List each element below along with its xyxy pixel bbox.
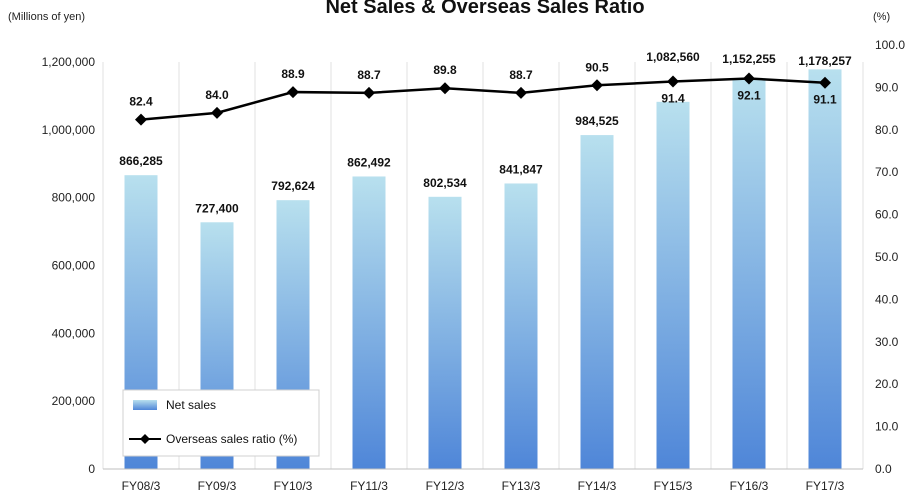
x-tick-label: FY08/3 bbox=[122, 479, 161, 493]
y2-tick-label: 0.0 bbox=[875, 462, 892, 476]
left-axis-unit: (Millions of yen) bbox=[8, 11, 85, 23]
ratio-point bbox=[135, 113, 147, 126]
y2-tick-label: 100.0 bbox=[875, 38, 905, 52]
y2-tick-label: 40.0 bbox=[875, 292, 899, 306]
ratio-point bbox=[743, 72, 755, 85]
legend-box bbox=[122, 389, 320, 457]
y2-tick-label: 60.0 bbox=[875, 208, 899, 222]
ratio-polyline bbox=[140, 77, 826, 121]
x-tick-label: FY17/3 bbox=[806, 479, 845, 493]
x-tick-label: FY09/3 bbox=[198, 479, 237, 493]
y2-tick-label: 70.0 bbox=[875, 165, 899, 179]
x-tick-label: FY12/3 bbox=[426, 479, 465, 493]
ratio-value-label: 88.7 bbox=[509, 68, 533, 82]
bar-net-sales bbox=[656, 101, 690, 470]
bar-net-sales bbox=[580, 135, 614, 469]
ratio-line bbox=[135, 72, 831, 126]
bar-value-label: 866,285 bbox=[119, 154, 163, 168]
y2-tick-label: 20.0 bbox=[875, 377, 899, 391]
chart-title: Net Sales & Overseas Sales Ratio bbox=[325, 0, 644, 18]
bar-net-sales bbox=[352, 176, 386, 469]
bar-value-label: 1,082,560 bbox=[646, 50, 700, 64]
ratio-value-label: 88.9 bbox=[281, 67, 305, 81]
data-labels: 866,285 727,400 792,624 862,492 802,534 841,8… bbox=[119, 50, 852, 215]
axes: 0 200,000 400,000 600,000 800,000 1,000,000 1,… bbox=[42, 38, 906, 493]
y2-tick-label: 50.0 bbox=[875, 250, 899, 264]
bar-value-label: 841,847 bbox=[499, 162, 543, 176]
y-tick-label: 800,000 bbox=[52, 191, 96, 205]
y2-tick-label: 90.0 bbox=[875, 80, 899, 94]
ratio-value-label: 84.0 bbox=[205, 88, 229, 102]
y2-tick-label: 80.0 bbox=[875, 123, 899, 137]
ratio-value-label: 91.4 bbox=[661, 91, 685, 105]
bar-value-label: 802,534 bbox=[423, 176, 467, 190]
bar-value-label: 792,624 bbox=[271, 179, 315, 193]
y-tick-label: 400,000 bbox=[52, 326, 96, 340]
x-tick-label: FY11/3 bbox=[350, 479, 388, 493]
bar-net-sales bbox=[732, 78, 766, 469]
ratio-value-label: 92.1 bbox=[737, 88, 761, 102]
ratio-point bbox=[439, 82, 451, 95]
bar-value-label: 1,178,257 bbox=[798, 54, 852, 68]
ratio-value-label: 90.5 bbox=[585, 60, 609, 74]
y2-tick-label: 30.0 bbox=[875, 335, 899, 349]
ratio-point bbox=[363, 86, 375, 99]
bar-net-sales bbox=[504, 183, 538, 469]
y-tick-label: 1,000,000 bbox=[42, 123, 96, 137]
ratio-value-label: 89.8 bbox=[433, 63, 457, 77]
legend-diamond-marker bbox=[140, 434, 150, 444]
grid bbox=[102, 62, 864, 469]
x-tick-label: FY10/3 bbox=[274, 479, 313, 493]
y-tick-label: 600,000 bbox=[52, 259, 96, 273]
bar-net-sales bbox=[808, 69, 842, 469]
legend-label-net-sales: Net sales bbox=[166, 398, 216, 412]
ratio-point bbox=[667, 75, 679, 88]
bar-value-label: 1,152,255 bbox=[722, 52, 776, 66]
y-tick-label: 200,000 bbox=[52, 394, 96, 408]
x-tick-label: FY14/3 bbox=[578, 479, 617, 493]
bar-net-sales bbox=[428, 196, 462, 469]
legend-bar-swatch bbox=[133, 400, 157, 410]
bar-value-label: 984,525 bbox=[575, 114, 619, 128]
right-axis-unit: (%) bbox=[873, 11, 890, 23]
x-tick-label: FY15/3 bbox=[654, 479, 693, 493]
ratio-point bbox=[591, 79, 603, 92]
x-tick-label: FY16/3 bbox=[730, 479, 769, 493]
ratio-value-label: 88.7 bbox=[357, 68, 381, 82]
legend-label-overseas-ratio: Overseas sales ratio (%) bbox=[166, 432, 297, 446]
y2-tick-label: 10.0 bbox=[875, 420, 899, 434]
bar-value-label: 727,400 bbox=[195, 201, 239, 215]
ratio-point bbox=[211, 106, 223, 119]
bar-value-label: 862,492 bbox=[347, 155, 391, 169]
y-tick-label: 0 bbox=[88, 462, 95, 476]
ratio-value-label: 82.4 bbox=[129, 95, 153, 109]
x-tick-label: FY13/3 bbox=[502, 479, 541, 493]
legend: Net sales Overseas sales ratio (%) bbox=[122, 389, 320, 457]
ratio-value-label: 91.1 bbox=[813, 93, 837, 107]
ratio-point bbox=[515, 86, 527, 99]
ratio-point bbox=[819, 76, 831, 89]
ratio-point bbox=[287, 86, 299, 99]
y-tick-label: 1,200,000 bbox=[42, 55, 96, 69]
